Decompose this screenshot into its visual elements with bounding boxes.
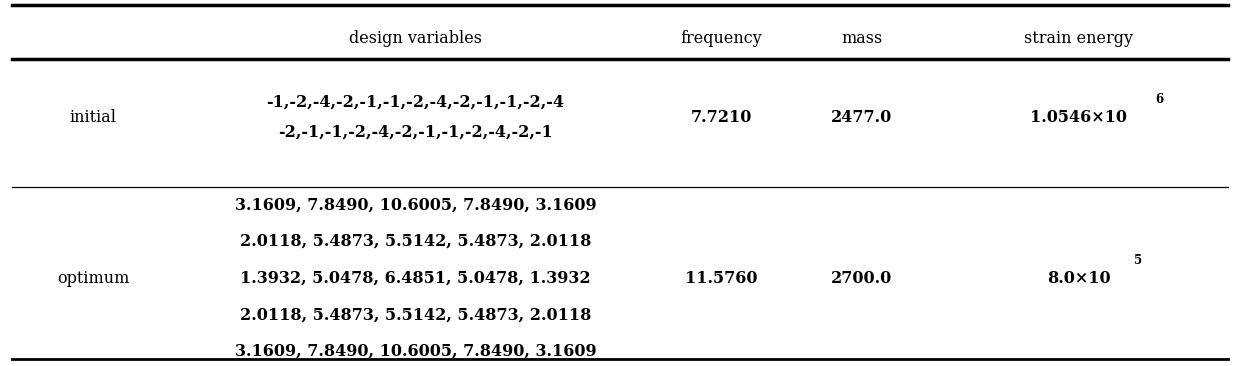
Text: -1,-2,-4,-2,-1,-1,-2,-4,-2,-1,-1,-2,-4: -1,-2,-4,-2,-1,-1,-2,-4,-2,-1,-1,-2,-4	[267, 94, 564, 111]
Text: strain energy: strain energy	[1024, 30, 1133, 47]
Text: 2700.0: 2700.0	[831, 270, 893, 287]
Text: 2.0118, 5.4873, 5.5142, 5.4873, 2.0118: 2.0118, 5.4873, 5.5142, 5.4873, 2.0118	[239, 306, 591, 323]
Text: 6: 6	[1156, 93, 1163, 106]
Text: 2477.0: 2477.0	[831, 109, 893, 126]
Text: frequency: frequency	[681, 30, 763, 47]
Text: 1.3932, 5.0478, 6.4851, 5.0478, 1.3932: 1.3932, 5.0478, 6.4851, 5.0478, 1.3932	[241, 270, 590, 287]
Text: -2,-1,-1,-2,-4,-2,-1,-1,-2,-4,-2,-1: -2,-1,-1,-2,-4,-2,-1,-1,-2,-4,-2,-1	[278, 123, 553, 140]
Text: 8.0×10: 8.0×10	[1047, 270, 1111, 287]
Text: 3.1609, 7.8490, 10.6005, 7.8490, 3.1609: 3.1609, 7.8490, 10.6005, 7.8490, 3.1609	[234, 197, 596, 213]
Text: 3.1609, 7.8490, 10.6005, 7.8490, 3.1609: 3.1609, 7.8490, 10.6005, 7.8490, 3.1609	[234, 343, 596, 360]
Text: 7.7210: 7.7210	[691, 109, 753, 126]
Text: design variables: design variables	[348, 30, 482, 47]
Text: mass: mass	[841, 30, 883, 47]
Text: initial: initial	[69, 109, 117, 126]
Text: optimum: optimum	[57, 270, 129, 287]
Text: 11.5760: 11.5760	[686, 270, 758, 287]
Text: 5: 5	[1135, 254, 1142, 267]
Text: 1.0546×10: 1.0546×10	[1030, 109, 1127, 126]
Text: 2.0118, 5.4873, 5.5142, 5.4873, 2.0118: 2.0118, 5.4873, 5.5142, 5.4873, 2.0118	[239, 233, 591, 250]
